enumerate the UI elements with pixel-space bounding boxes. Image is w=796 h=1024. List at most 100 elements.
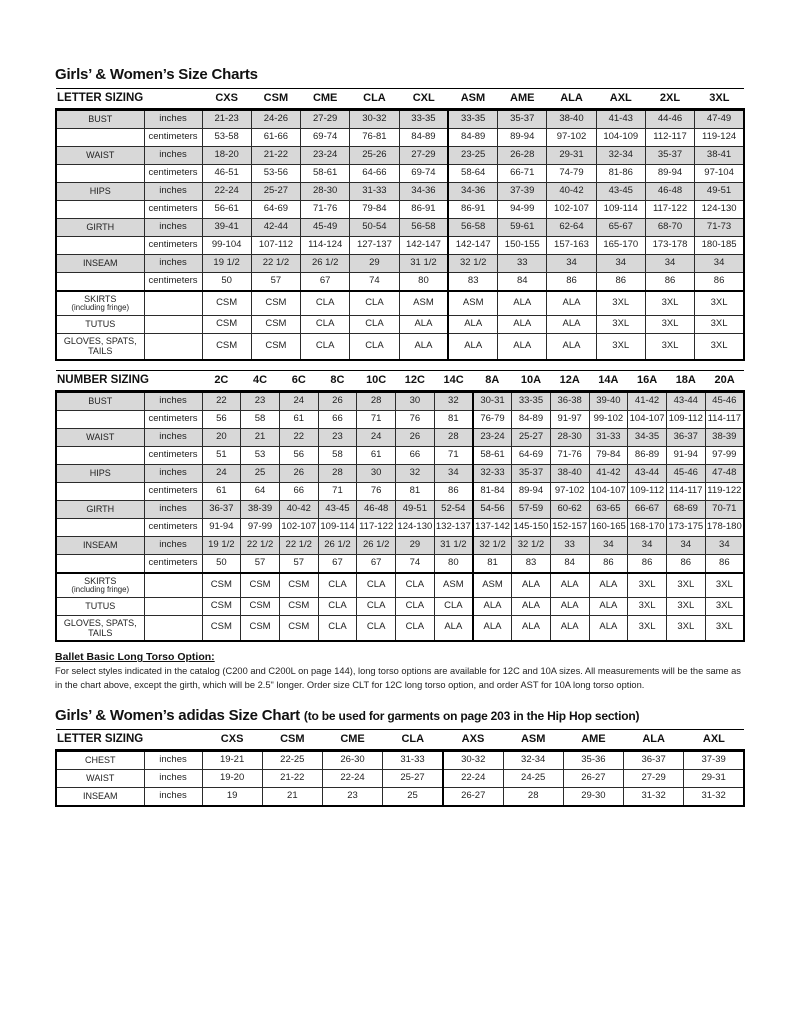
size-value-cell: 86-91 bbox=[447, 200, 499, 219]
size-value-cell: 25-27 bbox=[250, 182, 302, 201]
size-value-cell: 84-89 bbox=[447, 128, 499, 147]
size-value-cell: 53 bbox=[240, 445, 280, 465]
header-row: NUMBER SIZING 2C 4C 6C 8C 10C 12C 14C 8A 10A 12A 14… bbox=[56, 369, 744, 393]
size-value-cell: 83 bbox=[511, 553, 551, 574]
size-value-cell: CLA bbox=[349, 332, 400, 361]
size-value-cell: 79-84 bbox=[588, 445, 629, 465]
size-value-cell: 49-51 bbox=[395, 499, 435, 519]
size-column-header: ASM bbox=[503, 729, 564, 753]
row-label: WAIST bbox=[55, 769, 145, 789]
size-value-cell: 62-64 bbox=[546, 218, 597, 237]
size-value-cell: 40-42 bbox=[546, 182, 597, 201]
unit-label: centimeters bbox=[143, 445, 203, 465]
size-value-cell: CSM bbox=[201, 314, 252, 334]
ballet-long-torso-note: Ballet Basic Long Torso Option: For sele… bbox=[55, 651, 745, 692]
row-label: HIPS bbox=[55, 182, 145, 201]
row-label bbox=[55, 409, 145, 429]
size-value-cell: 86 bbox=[433, 481, 474, 501]
size-value-cell: 32-34 bbox=[502, 750, 564, 771]
row-label: SKIRTS (including fringe) bbox=[55, 571, 145, 598]
size-column-header: AME bbox=[497, 88, 547, 111]
size-value-cell: 29-31 bbox=[546, 146, 597, 165]
size-value-cell: 3XL bbox=[627, 614, 667, 643]
size-value-cell: 28 bbox=[433, 427, 474, 447]
size-value-cell: 71 bbox=[433, 445, 474, 465]
size-value-cell: 29 bbox=[395, 535, 435, 555]
table-row: centimeters 50 57 57 67 67 74 80 81 83 84 86 86 86 86 bbox=[55, 553, 745, 574]
size-value-cell: 76 bbox=[395, 409, 435, 429]
table-row: INSEAM inches 19 1/2 22 1/2 26 1/2 29 31 1/2 32… bbox=[55, 254, 746, 273]
size-value-cell: 81-86 bbox=[595, 164, 646, 183]
size-value-cell: 25-26 bbox=[349, 146, 400, 165]
unit-label: inches bbox=[143, 787, 203, 808]
size-value-cell: ALA bbox=[549, 571, 590, 598]
size-value-cell: 119-122 bbox=[704, 481, 745, 501]
row-label bbox=[55, 236, 145, 255]
size-value-cell: 28-30 bbox=[549, 427, 590, 447]
unit-label: inches bbox=[143, 218, 203, 237]
size-value-cell: 26 1/2 bbox=[317, 535, 358, 555]
size-value-cell: 3XL bbox=[595, 314, 646, 334]
size-value-cell: 51 bbox=[201, 445, 242, 465]
size-value-cell: 22 1/2 bbox=[278, 535, 319, 555]
size-value-cell: 30-32 bbox=[441, 750, 504, 771]
row-label: TUTUS bbox=[55, 596, 145, 616]
size-value-cell: 61 bbox=[356, 445, 397, 465]
size-value-cell: 21 bbox=[261, 787, 323, 808]
size-value-cell: 22 bbox=[201, 390, 242, 411]
size-value-cell: 3XL bbox=[704, 596, 745, 616]
size-value-cell: 36-37 bbox=[665, 427, 706, 447]
size-value-cell: 24 bbox=[356, 427, 397, 447]
size-value-cell: 24 bbox=[278, 390, 319, 411]
size-value-cell: 91-94 bbox=[201, 517, 242, 537]
size-value-cell: 26 bbox=[395, 427, 435, 447]
size-value-cell: 97-102 bbox=[549, 481, 590, 501]
unit-label: centimeters bbox=[143, 128, 203, 147]
size-value-cell: 32 bbox=[395, 463, 435, 483]
size-value-cell: 114-124 bbox=[300, 236, 351, 255]
size-value-cell: CSM bbox=[278, 596, 319, 616]
size-value-cell: 145-150 bbox=[511, 517, 551, 537]
size-value-cell: 27-29 bbox=[398, 146, 449, 165]
size-value-cell: 50-54 bbox=[349, 218, 400, 237]
number-sizing-table: NUMBER SIZING 2C 4C 6C 8C 10C 12C 14C 8A 10A 12A 14… bbox=[55, 369, 745, 643]
size-column-header: 16A bbox=[627, 369, 667, 393]
size-value-cell: 25-27 bbox=[511, 427, 551, 447]
size-value-cell: 24 bbox=[201, 463, 242, 483]
row-label bbox=[55, 445, 145, 465]
size-value-cell: 34 bbox=[433, 463, 474, 483]
size-value-cell: 56-58 bbox=[398, 218, 449, 237]
size-value-cell: ALA bbox=[398, 314, 449, 334]
size-value-cell: ALA bbox=[497, 314, 548, 334]
size-value-cell: ASM bbox=[447, 289, 499, 316]
size-value-cell: 58 bbox=[317, 445, 358, 465]
size-value-cell: 52-54 bbox=[433, 499, 474, 519]
size-value-cell: 64-69 bbox=[250, 200, 302, 219]
size-value-cell: CLA bbox=[395, 571, 435, 598]
size-value-cell: 3XL bbox=[694, 314, 746, 334]
size-value-cell: 30 bbox=[395, 390, 435, 411]
size-value-cell: 117-122 bbox=[356, 517, 397, 537]
size-value-cell: CSM bbox=[201, 289, 252, 316]
size-value-cell: 112-117 bbox=[644, 128, 696, 147]
size-value-cell: ALA bbox=[471, 596, 513, 616]
size-value-cell: 79-84 bbox=[349, 200, 400, 219]
size-value-cell: 173-178 bbox=[644, 236, 696, 255]
size-value-cell: 29-31 bbox=[683, 769, 746, 789]
size-value-cell: ALA bbox=[497, 289, 548, 316]
size-value-cell: 117-122 bbox=[644, 200, 696, 219]
size-value-cell: 3XL bbox=[644, 332, 696, 361]
size-value-cell: ALA bbox=[546, 289, 597, 316]
table-row: centimeters 53-58 61-66 69-74 76-81 84-89 84-8… bbox=[55, 128, 746, 147]
size-column-header: AXS bbox=[442, 729, 504, 753]
unit-label: inches bbox=[143, 750, 203, 771]
size-column-header: 4C bbox=[240, 369, 280, 393]
size-column-header: 14C bbox=[434, 369, 473, 393]
table-heading: NUMBER SIZING bbox=[56, 369, 202, 393]
size-value-cell: 56-61 bbox=[201, 200, 252, 219]
size-value-cell: 34-36 bbox=[447, 182, 499, 201]
size-value-cell: 57 bbox=[250, 272, 302, 292]
size-value-cell: 86 bbox=[588, 553, 629, 574]
size-value-cell: 3XL bbox=[704, 571, 745, 598]
unit-label bbox=[143, 596, 203, 616]
